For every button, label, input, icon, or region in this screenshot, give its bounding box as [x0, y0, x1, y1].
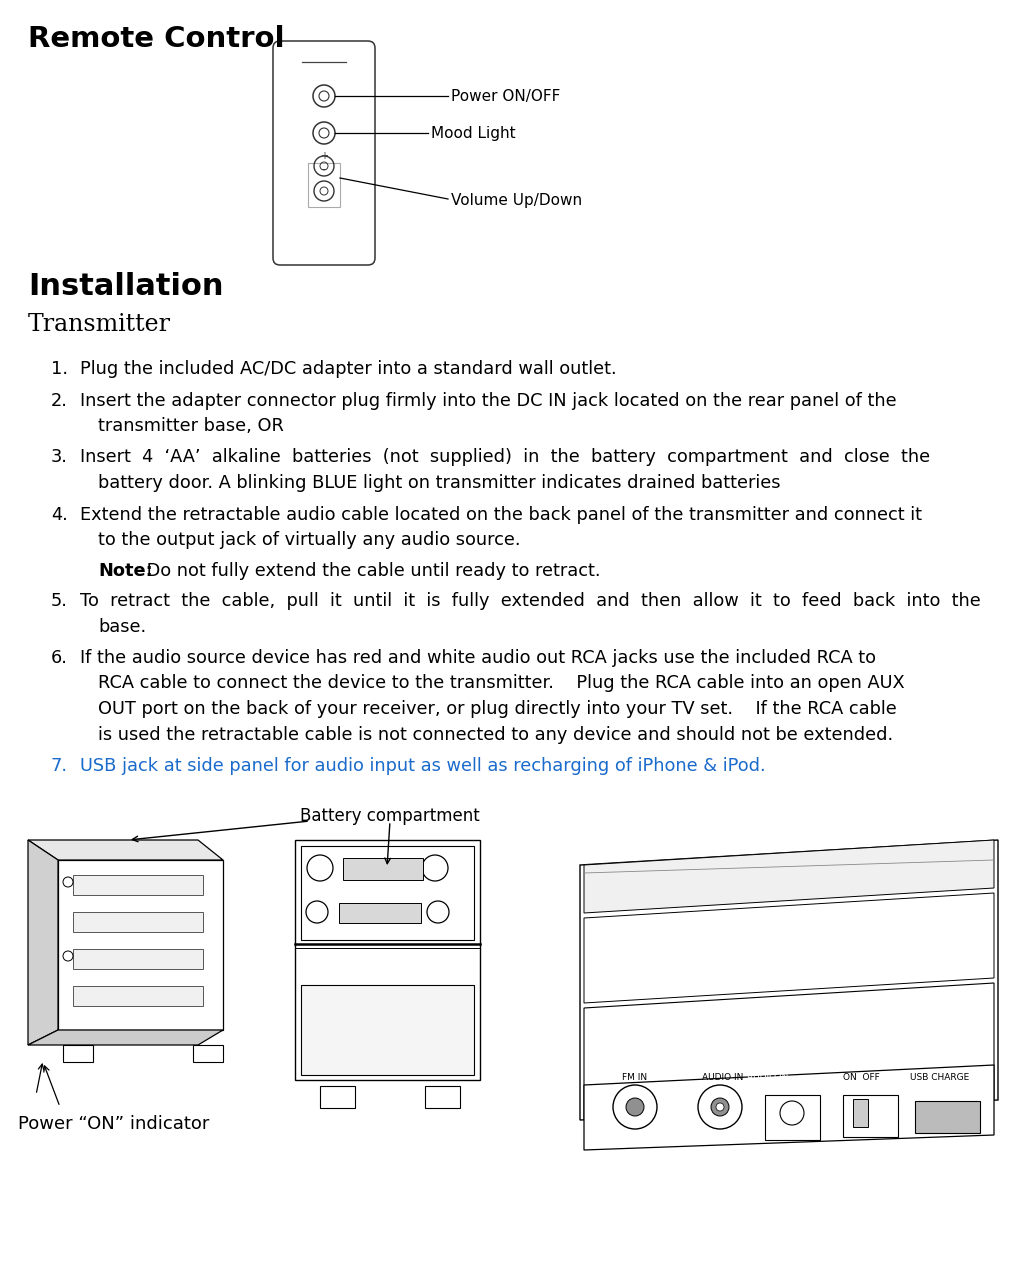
Polygon shape: [28, 840, 223, 860]
Text: 7.: 7.: [51, 758, 68, 775]
Text: Do not fully extend the cable until ready to retract.: Do not fully extend the cable until read…: [141, 563, 600, 581]
Text: AUDIO IN: AUDIO IN: [702, 1073, 744, 1082]
FancyBboxPatch shape: [301, 846, 474, 941]
Text: To  retract  the  cable,  pull  it  until  it  is  fully  extended  and  then  a: To retract the cable, pull it until it i…: [80, 592, 980, 610]
Text: Power ON/OFF: Power ON/OFF: [451, 89, 561, 104]
Text: -: -: [321, 163, 325, 175]
Text: Insert  4  ‘AA’  alkaline  batteries  (not  supplied)  in  the  battery  compart: Insert 4 ‘AA’ alkaline batteries (not su…: [80, 449, 930, 466]
Text: OUT port on the back of your receiver, or plug directly into your TV set.    If : OUT port on the back of your receiver, o…: [98, 700, 897, 718]
FancyBboxPatch shape: [73, 874, 203, 895]
Text: base.: base.: [98, 618, 146, 636]
Text: 3.: 3.: [51, 449, 68, 466]
FancyBboxPatch shape: [73, 986, 203, 1007]
Text: Power “ON” indicator: Power “ON” indicator: [18, 1115, 209, 1132]
Text: DC IN 9V: DC IN 9V: [770, 1115, 806, 1124]
FancyBboxPatch shape: [320, 1085, 355, 1108]
FancyBboxPatch shape: [339, 902, 421, 923]
FancyBboxPatch shape: [425, 1085, 460, 1108]
Polygon shape: [58, 860, 223, 1030]
Text: +: +: [320, 151, 328, 161]
Text: Installation: Installation: [28, 272, 224, 301]
Text: Plug the included AC/DC adapter into a standard wall outlet.: Plug the included AC/DC adapter into a s…: [80, 360, 617, 377]
FancyBboxPatch shape: [343, 858, 423, 880]
Text: 6.: 6.: [51, 649, 68, 667]
FancyBboxPatch shape: [853, 1099, 868, 1127]
Circle shape: [711, 1098, 729, 1116]
Polygon shape: [28, 1030, 223, 1045]
FancyBboxPatch shape: [301, 985, 474, 1075]
Text: to the output jack of virtually any audio source.: to the output jack of virtually any audi…: [98, 531, 520, 549]
FancyBboxPatch shape: [73, 913, 203, 932]
Text: FM IN: FM IN: [622, 1073, 647, 1082]
Text: transmitter base, OR: transmitter base, OR: [98, 417, 283, 435]
Text: USB jack at side panel for audio input as well as recharging of iPhone & iPod.: USB jack at side panel for audio input a…: [80, 758, 766, 775]
Text: RCA cable to connect the device to the transmitter.    Plug the RCA cable into a: RCA cable to connect the device to the t…: [98, 675, 904, 693]
Text: Mood Light: Mood Light: [431, 126, 516, 141]
Text: Battery compartment: Battery compartment: [300, 807, 480, 825]
Text: 5.: 5.: [51, 592, 68, 610]
Text: Insert the adapter connector plug firmly into the DC IN jack located on the rear: Insert the adapter connector plug firmly…: [80, 391, 897, 409]
Polygon shape: [580, 840, 998, 1120]
FancyBboxPatch shape: [73, 949, 203, 969]
Text: Extend the retractable audio cable located on the back panel of the transmitter : Extend the retractable audio cable locat…: [80, 506, 922, 524]
Polygon shape: [584, 894, 994, 1003]
FancyBboxPatch shape: [915, 1101, 980, 1132]
Text: If the audio source device has red and white audio out RCA jacks use the include: If the audio source device has red and w…: [80, 649, 876, 667]
FancyBboxPatch shape: [273, 41, 375, 264]
Text: Volume Up/Down: Volume Up/Down: [451, 193, 582, 208]
Polygon shape: [584, 1065, 994, 1150]
Text: 1.: 1.: [51, 360, 68, 377]
Text: AUDIO IN: AUDIO IN: [747, 1073, 788, 1082]
Polygon shape: [193, 1045, 223, 1063]
Text: 4.: 4.: [51, 506, 68, 524]
Circle shape: [626, 1098, 644, 1116]
Text: is used the retractable cable is not connected to any device and should not be e: is used the retractable cable is not con…: [98, 726, 893, 744]
Polygon shape: [28, 840, 58, 1045]
Polygon shape: [63, 1045, 93, 1063]
Text: USB CHARGE: USB CHARGE: [910, 1073, 969, 1082]
Text: Remote Control: Remote Control: [28, 25, 284, 53]
Text: battery door. A blinking BLUE light on transmitter indicates drained batteries: battery door. A blinking BLUE light on t…: [98, 474, 780, 492]
FancyBboxPatch shape: [843, 1096, 898, 1138]
FancyBboxPatch shape: [765, 1096, 820, 1140]
Polygon shape: [584, 840, 994, 913]
FancyBboxPatch shape: [295, 840, 480, 1080]
Circle shape: [716, 1103, 724, 1111]
Text: ON  OFF: ON OFF: [843, 1073, 880, 1082]
Text: 2.: 2.: [51, 391, 68, 409]
Polygon shape: [584, 982, 994, 1120]
Text: Transmitter: Transmitter: [28, 313, 171, 336]
Text: Note:: Note:: [98, 563, 152, 581]
